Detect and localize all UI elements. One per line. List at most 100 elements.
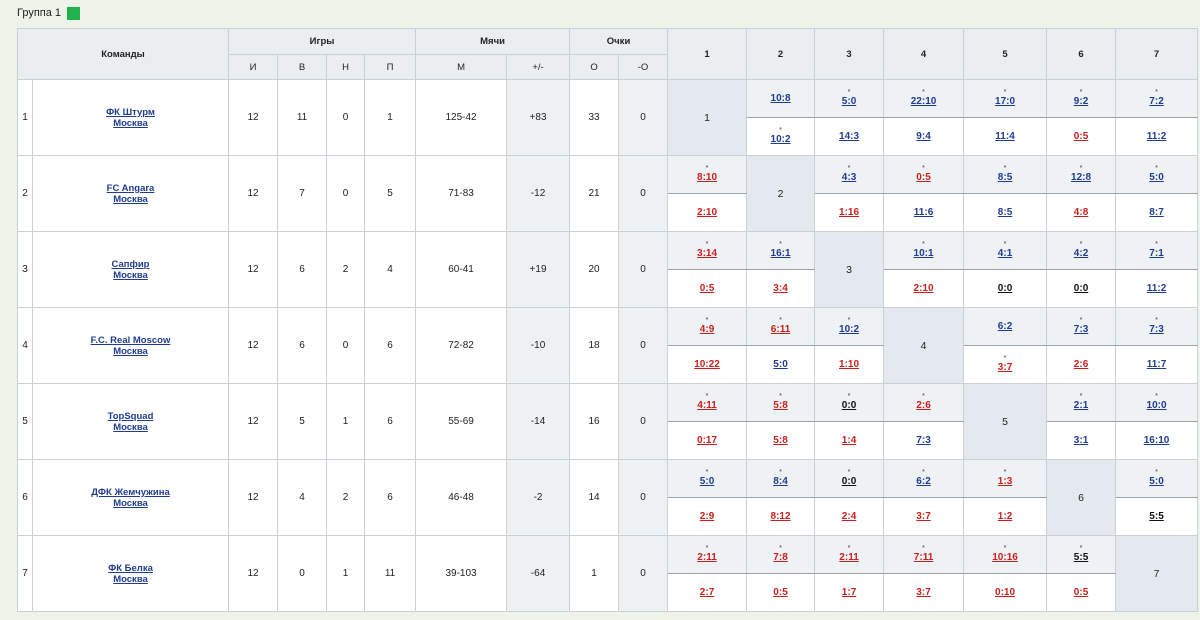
team-name-link[interactable]: Сапфир bbox=[111, 258, 150, 270]
score-link[interactable]: 1:3 bbox=[997, 476, 1013, 487]
score-link[interactable]: 14:3 bbox=[839, 131, 860, 142]
team-city-link[interactable]: Москва bbox=[113, 573, 148, 585]
score-link[interactable]: 0:10 bbox=[995, 587, 1016, 598]
team-city-link[interactable]: Москва bbox=[113, 193, 148, 205]
score-link[interactable]: 0:0 bbox=[841, 476, 857, 487]
score-link[interactable]: 2:4 bbox=[841, 511, 857, 522]
team-name-link[interactable]: FC Angara bbox=[106, 182, 155, 194]
score-link[interactable]: 7:8 bbox=[773, 552, 788, 563]
score-link[interactable]: 5:0 bbox=[1149, 476, 1164, 487]
team-name-link[interactable]: ФК Белка bbox=[108, 562, 153, 574]
score-link[interactable]: 2:10 bbox=[697, 207, 718, 218]
score-link[interactable]: 5:5 bbox=[1073, 552, 1089, 563]
score-link[interactable]: 4:8 bbox=[1073, 207, 1089, 218]
score-link[interactable]: 2:6 bbox=[1073, 359, 1089, 370]
score-link[interactable]: 22:10 bbox=[910, 96, 937, 107]
score-link[interactable]: 6:2 bbox=[997, 321, 1013, 332]
score-link[interactable]: 8:7 bbox=[1149, 207, 1164, 218]
team-city-link[interactable]: Москва bbox=[113, 421, 148, 433]
score-link[interactable]: 7:2 bbox=[1149, 96, 1164, 107]
score-link[interactable]: 11:2 bbox=[1146, 131, 1167, 142]
score-link[interactable]: 2:10 bbox=[913, 283, 934, 294]
score-link[interactable]: 10:22 bbox=[694, 359, 720, 370]
score-link[interactable]: 1:4 bbox=[841, 435, 857, 446]
score-link[interactable]: 4:1 bbox=[997, 248, 1013, 259]
score-link[interactable]: 3:7 bbox=[916, 587, 931, 598]
score-link[interactable]: 16:10 bbox=[1143, 435, 1170, 446]
team-name-link[interactable]: ФК Штурм bbox=[106, 106, 155, 118]
score-link[interactable]: 11:7 bbox=[1146, 359, 1167, 370]
score-link[interactable]: 3:4 bbox=[773, 283, 788, 294]
result-cell-top: * 10:0 bbox=[1115, 383, 1199, 422]
score-link[interactable]: 4:2 bbox=[1073, 248, 1089, 259]
score-link[interactable]: 16:1 bbox=[770, 248, 791, 259]
score-link[interactable]: 17:0 bbox=[995, 96, 1016, 107]
score-link[interactable]: 9:4 bbox=[916, 131, 931, 142]
score-link[interactable]: 0:0 bbox=[997, 283, 1013, 294]
team-city-link[interactable]: Москва bbox=[113, 497, 148, 509]
team-name-link[interactable]: TopSquad bbox=[107, 410, 154, 422]
score-link[interactable]: 4:3 bbox=[841, 172, 857, 183]
score-link[interactable]: 0:5 bbox=[916, 172, 931, 183]
team-name-link[interactable]: F.C. Real Moscow bbox=[90, 334, 171, 346]
score-link[interactable]: 0:0 bbox=[1073, 283, 1089, 294]
team-name-link[interactable]: ДФК Жемчужина bbox=[91, 486, 170, 498]
score-link[interactable]: 3:1 bbox=[1073, 435, 1089, 446]
score-link[interactable]: 4:9 bbox=[699, 324, 715, 335]
score-link[interactable]: 5:8 bbox=[773, 400, 788, 411]
score-link[interactable]: 5:0 bbox=[1149, 172, 1164, 183]
score-link[interactable]: 7:3 bbox=[1073, 324, 1089, 335]
score-link[interactable]: 5:8 bbox=[773, 435, 788, 446]
score-link[interactable]: 10:8 bbox=[770, 93, 791, 104]
score-link[interactable]: 2:9 bbox=[699, 511, 715, 522]
score-link[interactable]: 10:2 bbox=[839, 324, 860, 335]
score-link[interactable]: 10:0 bbox=[1146, 400, 1167, 411]
score-link[interactable]: 3:7 bbox=[997, 362, 1013, 373]
score-link[interactable]: 2:11 bbox=[839, 552, 859, 563]
score-link[interactable]: 2:1 bbox=[1073, 400, 1089, 411]
score-link[interactable]: 10:1 bbox=[913, 248, 934, 259]
score-link[interactable]: 8:4 bbox=[773, 476, 788, 487]
score-link[interactable]: 8:12 bbox=[770, 511, 791, 522]
score-link[interactable]: 0:5 bbox=[773, 587, 788, 598]
score-link[interactable]: 7:3 bbox=[916, 435, 931, 446]
score-link[interactable]: 5:5 bbox=[1149, 511, 1164, 522]
result-cell-top: * 9:2 bbox=[1046, 79, 1117, 118]
team-city-link[interactable]: Москва bbox=[113, 345, 148, 357]
score-link[interactable]: 3:14 bbox=[697, 248, 718, 259]
score-link[interactable]: 9:2 bbox=[1073, 96, 1089, 107]
score-link[interactable]: 11:2 bbox=[1146, 283, 1167, 294]
score-link[interactable]: 5:0 bbox=[841, 96, 857, 107]
team-city-link[interactable]: Москва bbox=[113, 269, 148, 281]
score-link[interactable]: 12:8 bbox=[1071, 172, 1092, 183]
score-link[interactable]: 6:2 bbox=[916, 476, 931, 487]
score-link[interactable]: 10:2 bbox=[770, 134, 791, 145]
score-link[interactable]: 7:1 bbox=[1149, 248, 1164, 259]
score-link[interactable]: 7:11 bbox=[913, 552, 934, 563]
score-link[interactable]: 0:17 bbox=[697, 435, 718, 446]
score-link[interactable]: 2:6 bbox=[916, 400, 931, 411]
score-link[interactable]: 5:0 bbox=[773, 359, 788, 370]
score-link[interactable]: 6:11 bbox=[770, 324, 791, 335]
score-link[interactable]: 1:2 bbox=[997, 511, 1013, 522]
score-link[interactable]: 1:10 bbox=[839, 359, 860, 370]
score-link[interactable]: 1:7 bbox=[841, 587, 857, 598]
score-link[interactable]: 2:7 bbox=[699, 587, 715, 598]
team-city-link[interactable]: Москва bbox=[113, 117, 148, 129]
score-link[interactable]: 0:5 bbox=[1073, 587, 1089, 598]
score-link[interactable]: 10:16 bbox=[992, 552, 1018, 563]
score-link[interactable]: 8:10 bbox=[697, 172, 718, 183]
score-link[interactable]: 0:5 bbox=[699, 283, 715, 294]
score-link[interactable]: 0:0 bbox=[841, 400, 857, 411]
score-link[interactable]: 11:6 bbox=[913, 207, 934, 218]
score-link[interactable]: 4:11 bbox=[697, 400, 717, 411]
score-link[interactable]: 3:7 bbox=[916, 511, 931, 522]
score-link[interactable]: 7:3 bbox=[1149, 324, 1164, 335]
score-link[interactable]: 1:16 bbox=[839, 207, 860, 218]
score-link[interactable]: 8:5 bbox=[997, 207, 1013, 218]
score-link[interactable]: 0:5 bbox=[1073, 131, 1089, 142]
score-link[interactable]: 11:4 bbox=[995, 131, 1015, 142]
score-link[interactable]: 2:11 bbox=[697, 552, 717, 563]
score-link[interactable]: 5:0 bbox=[699, 476, 715, 487]
score-link[interactable]: 8:5 bbox=[997, 172, 1013, 183]
